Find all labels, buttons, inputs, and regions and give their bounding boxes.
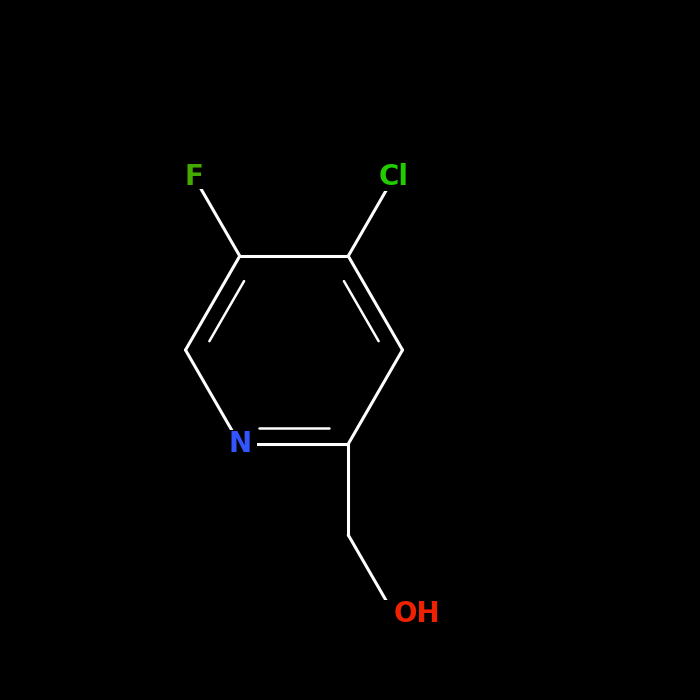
Text: OH: OH — [393, 600, 440, 628]
FancyBboxPatch shape — [371, 164, 416, 190]
Text: F: F — [185, 163, 204, 191]
Text: N: N — [228, 430, 251, 458]
FancyBboxPatch shape — [370, 600, 418, 628]
FancyBboxPatch shape — [222, 430, 257, 458]
FancyBboxPatch shape — [181, 165, 209, 190]
Text: Cl: Cl — [379, 163, 409, 191]
